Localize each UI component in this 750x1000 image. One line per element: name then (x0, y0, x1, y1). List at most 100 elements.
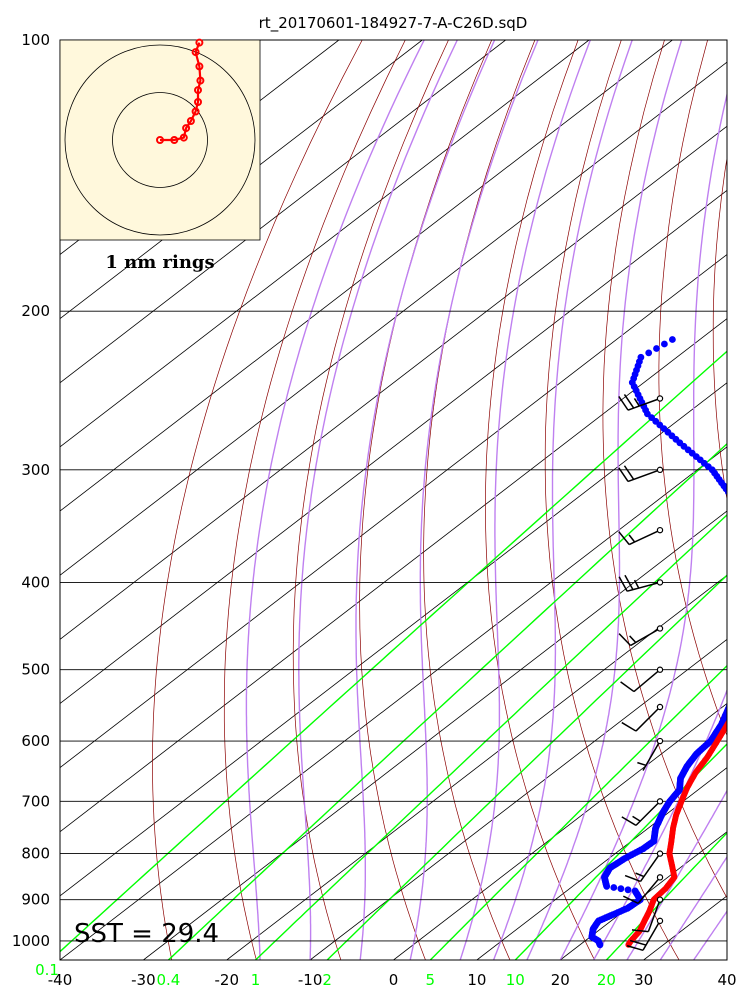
dewpoint-point (740, 636, 746, 642)
temperature-point (734, 706, 739, 711)
wind-barb (618, 465, 664, 483)
dewpoint-point (732, 498, 738, 504)
barb-half-feather (633, 579, 640, 589)
barb-feather (618, 531, 630, 545)
temperature-tick-label: 40 (717, 971, 736, 989)
dewpoint-point (746, 599, 750, 605)
dewpoint-point (740, 641, 746, 647)
barb-feather (624, 874, 641, 883)
mixing-ratio-label: 10 (506, 971, 525, 989)
dewpoint-point (742, 536, 748, 542)
dewpoint-point (734, 677, 740, 683)
pressure-tick-label: 700 (21, 792, 50, 810)
barb-feather (621, 721, 637, 732)
barb-feather (618, 396, 629, 411)
barb-staff (633, 669, 661, 693)
moist-adiabat (559, 91, 727, 960)
mixing-ratio-label: 5 (426, 971, 436, 989)
barb-feather (618, 576, 628, 592)
dewpoint-point (738, 653, 744, 659)
dewpoint-point (739, 525, 745, 531)
isotherm (60, 40, 673, 512)
barb-staff (628, 529, 661, 546)
barb-half-feather (629, 635, 637, 643)
wind-barb (618, 526, 664, 546)
dewpoint-point (734, 504, 740, 510)
barb-station (656, 395, 664, 402)
temperature-tick-label: -40 (48, 971, 73, 989)
hodograph-point (194, 86, 202, 95)
wind-barbs (618, 393, 664, 952)
wind-barb (620, 666, 664, 693)
dewpoint-point (735, 507, 741, 513)
isotherm (60, 61, 727, 576)
mixing-ratio-line (429, 664, 727, 960)
dewpoint-point (728, 699, 734, 705)
wind-barb (618, 393, 664, 411)
dewpoint-point (747, 557, 750, 563)
hodograph-ring (112, 92, 208, 188)
dewpoint-point (740, 634, 746, 640)
dewpoint-point (735, 673, 741, 679)
dewpoint-point (732, 332, 738, 338)
dewpoint-point (668, 432, 676, 440)
temperature-point (743, 690, 748, 695)
dewpoint-point (744, 546, 750, 552)
temperature-point (738, 699, 743, 704)
dewpoint-point (740, 643, 746, 649)
dewpoint-point (744, 606, 750, 612)
temperature-tick-label: 0 (389, 971, 399, 989)
barb-feather (629, 939, 647, 946)
temperature-point (729, 715, 734, 720)
dry-adiabat (544, 40, 680, 960)
dewpoint-point (669, 336, 676, 343)
dewpoint-point (656, 421, 664, 429)
dewpoint-point (744, 608, 750, 614)
barb-station (656, 466, 664, 474)
hodograph-ring (64, 44, 256, 236)
isotherm (309, 638, 727, 960)
pressure-tick-label: 900 (21, 891, 50, 909)
hodograph-point (191, 48, 200, 57)
dewpoint-point (741, 533, 747, 539)
dewpoint-point (736, 513, 742, 519)
dewpoint-point (738, 657, 744, 663)
moist-adiabat (245, 40, 425, 960)
dewpoint-point (729, 692, 735, 698)
dewpoint-point (610, 884, 618, 891)
temperature-point (726, 719, 727, 723)
dewpoint-point (739, 649, 745, 655)
isotherm (60, 318, 727, 833)
moist-adiabat (626, 789, 727, 960)
wind-barb (618, 574, 664, 592)
dewpoint-point (738, 659, 744, 665)
barb-feather (626, 945, 644, 952)
dewpoint-point (661, 340, 668, 348)
hodograph-rings-label: 1 nm rings (105, 252, 214, 273)
dewpoint-point (737, 663, 743, 669)
dewpoint-point (631, 887, 639, 895)
barb-staff (647, 899, 661, 932)
isotherm (226, 574, 727, 960)
dewpoint-point (741, 626, 747, 632)
dewpoint-point (741, 624, 747, 630)
dewpoint-point (664, 428, 672, 436)
dewpoint-point (743, 541, 749, 547)
temperature-point (745, 686, 750, 691)
hodograph-point (195, 62, 204, 71)
pressure-tick-label: 100 (21, 31, 50, 49)
temperature-point (737, 701, 742, 706)
dewpoint-point (739, 645, 745, 651)
mixing-ratio-line (605, 831, 727, 960)
moist-adiabat (693, 910, 727, 960)
mixing-ratio-label: 0.4 (156, 971, 180, 989)
dewpoint-point (744, 544, 750, 550)
dry-adiabat (359, 40, 493, 960)
dewpoint-point (737, 516, 743, 522)
wind-barb (637, 737, 664, 771)
wind-barb (624, 850, 664, 883)
dewpoint-point (728, 492, 734, 498)
moist-adiabat (592, 688, 727, 960)
hodograph-point (195, 38, 204, 47)
